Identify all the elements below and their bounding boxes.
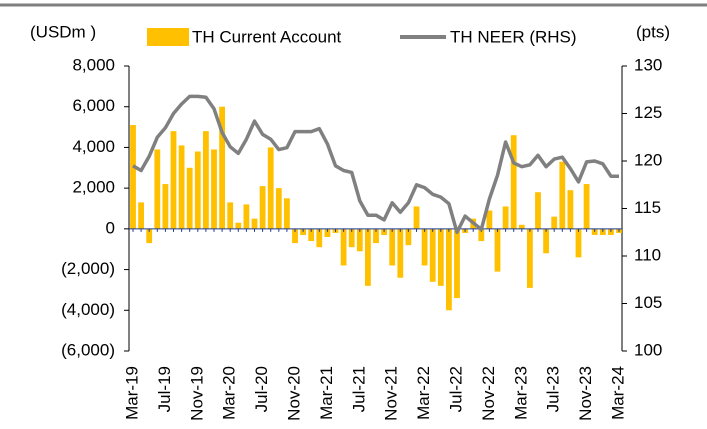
x-tick-label: Jul-21 — [349, 366, 368, 412]
y-tick-label: 2,000 — [72, 178, 115, 197]
bar — [567, 190, 574, 229]
bar — [130, 125, 136, 229]
bar — [340, 228, 347, 266]
bar — [194, 151, 201, 229]
bar — [429, 228, 436, 282]
y-tick-label: 0 — [106, 218, 115, 237]
y2-tick-label: 130 — [634, 55, 662, 74]
bar — [535, 192, 541, 229]
x-tick-label: Mar-23 — [511, 366, 530, 420]
bar — [178, 145, 185, 229]
bar — [583, 184, 590, 229]
x-tick-label: Mar-19 — [122, 366, 141, 420]
x-tick-label: Jul-20 — [252, 366, 271, 412]
bar — [138, 202, 144, 229]
x-tick-label: Mar-24 — [608, 366, 627, 420]
x-tick-label: Nov-21 — [382, 366, 401, 421]
bar — [259, 186, 266, 229]
y-tick-label: (6,000) — [61, 340, 115, 359]
x-tick-label: Mar-20 — [220, 366, 239, 420]
bar — [413, 206, 420, 229]
bar — [211, 149, 217, 229]
bar — [308, 228, 315, 242]
y-tick-label: (2,000) — [61, 259, 115, 278]
x-tick-label: Nov-23 — [576, 366, 595, 421]
bar — [575, 228, 582, 258]
bar — [389, 228, 396, 266]
bar — [486, 210, 493, 229]
bar — [454, 228, 460, 299]
x-tick-label: Nov-20 — [284, 366, 303, 421]
bar — [381, 228, 387, 235]
bar — [162, 184, 169, 229]
y2-tick-label: 110 — [634, 245, 661, 264]
bar — [478, 228, 485, 242]
x-tick-label: Jul-22 — [446, 366, 465, 412]
bar — [324, 228, 331, 237]
x-tick-label: Jul-23 — [544, 366, 563, 412]
x-tick-label: Nov-22 — [479, 366, 498, 421]
x-tick-label: Jul-19 — [155, 366, 174, 412]
bar — [599, 228, 606, 235]
bar — [437, 228, 444, 286]
legend-label: TH Current Account — [192, 27, 342, 46]
x-tick-label: Mar-22 — [414, 366, 433, 420]
y2-tick-label: 100 — [634, 340, 662, 359]
y-tick-label: 8,000 — [72, 55, 115, 74]
bar — [292, 228, 298, 244]
bar — [227, 202, 234, 229]
legend-label: TH NEER (RHS) — [450, 27, 577, 46]
bar — [510, 135, 517, 229]
bar — [502, 206, 509, 229]
bar — [527, 228, 533, 288]
bar — [186, 167, 193, 229]
bar — [494, 228, 501, 272]
y2-tick-label: 120 — [634, 150, 662, 169]
bar — [284, 198, 290, 229]
bar — [267, 147, 274, 229]
bar — [154, 149, 161, 229]
bar — [203, 131, 209, 229]
bar — [397, 228, 404, 278]
bar — [446, 228, 452, 311]
bar — [356, 228, 363, 252]
x-tick-label: Mar-21 — [317, 366, 336, 420]
y-tick-label: (4,000) — [61, 300, 115, 319]
bar — [405, 228, 412, 246]
y-tick-label: 6,000 — [72, 96, 115, 115]
bar — [608, 228, 614, 235]
bar — [300, 228, 306, 235]
bar — [146, 228, 153, 244]
bar — [251, 218, 258, 229]
bar — [219, 106, 225, 229]
bar — [543, 228, 549, 254]
x-tick-label: Nov-19 — [187, 366, 206, 421]
bar — [518, 224, 525, 229]
y2-tick-label: 115 — [634, 198, 661, 217]
bar — [373, 228, 379, 244]
y2-tick-label: 105 — [634, 293, 662, 312]
left-axis-title: (USDm ) — [30, 22, 96, 41]
y2-tick-label: 125 — [634, 103, 662, 122]
bar — [551, 216, 558, 229]
bar — [421, 228, 428, 266]
bar — [275, 188, 282, 229]
bar — [559, 161, 566, 229]
bar — [170, 131, 177, 229]
line — [132, 94, 619, 235]
legend-swatch-bar — [147, 28, 189, 46]
bar — [235, 222, 242, 229]
bar — [591, 228, 598, 235]
bar — [243, 204, 250, 229]
y-tick-label: 4,000 — [72, 137, 115, 156]
bar — [316, 228, 323, 248]
right-axis-title: (pts) — [636, 22, 670, 41]
bar — [348, 228, 355, 248]
bar — [365, 228, 371, 286]
